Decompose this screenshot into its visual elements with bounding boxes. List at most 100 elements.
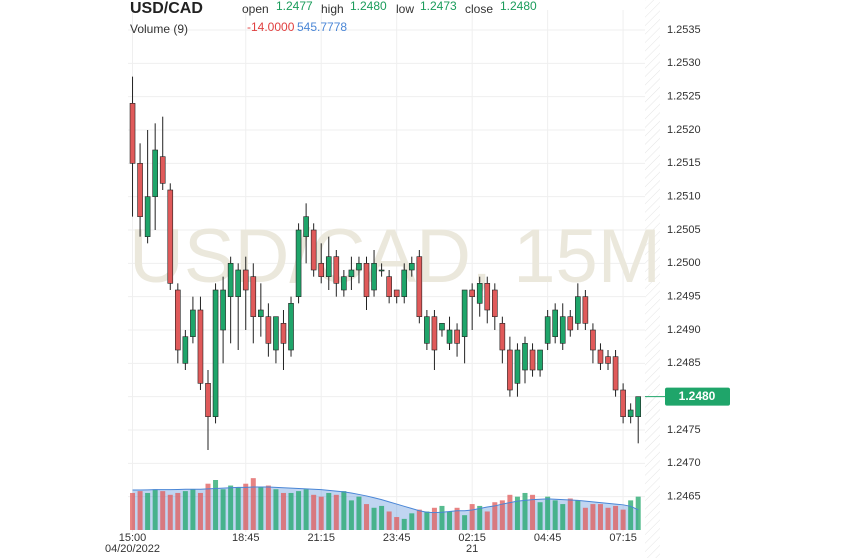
y-tick-label: 1.2485 [667, 357, 701, 369]
candle-body [461, 289, 468, 337]
volume-bar [424, 511, 430, 530]
y-tick-label: 1.2465 [667, 491, 701, 503]
x-tick-label: 07:15 [609, 532, 637, 544]
candle-body [522, 343, 528, 371]
candle-body [159, 156, 166, 184]
candle-body [341, 276, 347, 291]
volume-bar [567, 498, 573, 530]
y-tick-label: 1.2505 [667, 224, 701, 236]
volume-bar [386, 511, 392, 530]
volume-bar [499, 500, 505, 530]
candle-body [129, 103, 136, 164]
y-tick-label: 1.2535 [667, 24, 701, 36]
volume-bar [379, 505, 385, 530]
candle-body [582, 296, 589, 324]
y-tick-label: 1.2525 [667, 91, 701, 103]
candle-body [356, 263, 362, 271]
volume-bar [575, 500, 581, 530]
candle-body [544, 316, 551, 344]
volume-bar [409, 513, 415, 530]
candle-body [567, 316, 574, 331]
last-price-label: 1.2480 [679, 389, 716, 403]
volume-bar [363, 504, 369, 530]
volume-bar [235, 487, 241, 530]
candle-body [416, 256, 423, 317]
candle-body [635, 396, 642, 417]
volume-bar [348, 500, 354, 530]
x-tick-label: 02:15 [458, 532, 486, 544]
y-tick-label: 1.2510 [667, 191, 701, 203]
y-tick-label: 1.2470 [667, 457, 701, 469]
volume-bar [416, 509, 422, 530]
candle-body [612, 356, 619, 391]
candle-body [152, 149, 158, 197]
x-tick-label: 18:45 [232, 532, 260, 544]
candle-body [492, 289, 498, 317]
volume-bar [582, 507, 588, 530]
candle-body [212, 289, 219, 417]
volume-bar [635, 496, 641, 530]
candle-body [190, 309, 196, 337]
volume-bar [213, 480, 219, 530]
candle-body [378, 269, 385, 272]
candle-body [280, 323, 287, 344]
volume-bar [507, 494, 513, 530]
candle-body [590, 329, 596, 351]
candle-body [167, 189, 174, 284]
candle-body [235, 269, 241, 297]
last-price-box [665, 387, 730, 406]
volume-bar [552, 500, 558, 530]
low-label: low [396, 2, 414, 16]
volume-bar [341, 491, 347, 530]
candle-body [499, 323, 506, 351]
volume-bar [401, 518, 407, 530]
candle-body [386, 276, 392, 297]
date-label: 04/20/2022 [105, 543, 160, 555]
volume-bar [597, 504, 603, 530]
y-tick-label: 1.2500 [667, 257, 701, 269]
hatched-edge [645, 0, 660, 558]
candle-body [220, 289, 226, 331]
candle-body [175, 289, 181, 351]
volume-bar [130, 492, 136, 530]
watermark: USD/CAD, 15M [129, 214, 661, 299]
candle-body [469, 289, 475, 297]
x-tick-label: 15:00 [119, 532, 147, 544]
volume-bar [167, 494, 173, 530]
candle-body [242, 269, 249, 291]
candle-body [627, 409, 634, 417]
volume-bar [628, 500, 634, 530]
volume-bar [620, 509, 626, 530]
y-tick-label: 1.2520 [667, 124, 701, 136]
candle-body [318, 263, 325, 277]
candle-body [310, 229, 317, 271]
candle-body [182, 336, 189, 364]
candle-body [424, 316, 430, 344]
volume-bar [250, 478, 256, 530]
volume-bar [228, 485, 234, 530]
volume-bar [356, 496, 362, 530]
volume-bar [137, 491, 143, 530]
candle-body [197, 309, 204, 384]
grid [128, 10, 645, 532]
volume-bar [152, 489, 158, 530]
volume-bar [220, 489, 226, 530]
candle-body [529, 349, 536, 371]
volume-bar [265, 485, 271, 530]
volume-bar [288, 492, 294, 530]
x-tick-label: 21:15 [307, 532, 335, 544]
candle-body [288, 303, 294, 351]
close-label: close [465, 2, 493, 16]
candle-body [559, 316, 566, 344]
high-label: high [321, 2, 344, 16]
candle-body [258, 309, 264, 317]
candle-body [303, 216, 309, 237]
volume-bar [273, 489, 279, 530]
candle-body [408, 263, 415, 271]
candle-body [273, 316, 279, 351]
volume-bar [530, 494, 536, 530]
candle-body [401, 269, 408, 297]
volume-bar [371, 507, 377, 530]
candle-body [484, 283, 491, 311]
volume-bar [545, 496, 551, 530]
